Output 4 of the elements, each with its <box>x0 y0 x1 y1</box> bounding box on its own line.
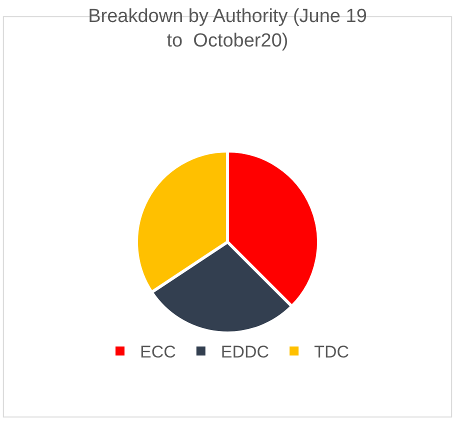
chart-title: Breakdown by Authority (June 19 to October20) <box>88 6 367 52</box>
legend-label: EDDC <box>220 342 270 362</box>
legend-label: TDC <box>314 342 350 362</box>
legend-label: ECC <box>140 342 176 362</box>
